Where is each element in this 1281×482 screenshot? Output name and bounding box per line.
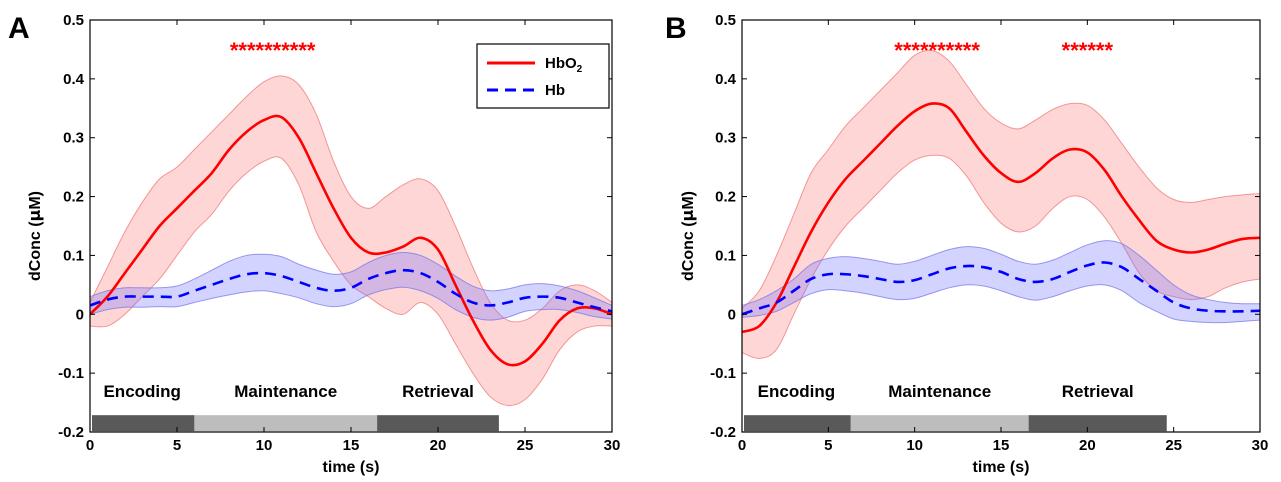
x-tick-label: 0 <box>738 437 746 454</box>
y-tick-label: 0.5 <box>715 12 736 29</box>
phase-bar-retrieval <box>1028 415 1167 432</box>
y-tick-label: -0.1 <box>58 365 84 382</box>
phase-label-retrieval: Retrieval <box>402 382 474 401</box>
y-tick-label: 0.2 <box>715 189 736 206</box>
x-tick-label: 15 <box>993 437 1010 454</box>
legend-label: Hb <box>545 82 565 99</box>
legend-box <box>476 43 610 109</box>
y-tick-label: -0.2 <box>58 424 84 441</box>
y-tick-label: 0.3 <box>63 130 84 147</box>
hbo2-band-lower-edge <box>742 154 1260 359</box>
phase-label-encoding: Encoding <box>103 382 180 401</box>
x-tick-label: 20 <box>1079 437 1096 454</box>
hbo2-mean-line <box>742 102 1260 334</box>
y-tick-label: 0.3 <box>715 130 736 147</box>
y-axis-label: dConc (μM) <box>25 191 44 281</box>
legend-label-text: HbO <box>545 55 577 72</box>
y-axis-label-suffix: M) <box>27 191 44 210</box>
x-tick-label: 0 <box>86 437 94 454</box>
hb-mean-line <box>90 268 612 313</box>
hb-mean-line <box>742 261 1260 316</box>
x-tick-label: 15 <box>343 437 360 454</box>
panel-letter: B <box>665 12 687 45</box>
x-tick-label: 20 <box>430 437 447 454</box>
hbo2-band-lower-edge <box>90 156 612 407</box>
y-tick-label: 0.2 <box>63 189 84 206</box>
hb-band-upper-edge <box>742 240 1260 306</box>
legend-label: HbO2 <box>545 55 583 75</box>
y-axis-label-mu: μ <box>678 209 697 221</box>
x-tick-label: 10 <box>906 437 923 454</box>
phase-bar-encoding <box>744 415 851 432</box>
y-tick-label: 0.4 <box>63 71 85 88</box>
hbo2-confidence-band <box>742 50 1260 359</box>
x-tick-label: 5 <box>173 437 181 454</box>
y-tick-label: 0 <box>728 306 736 323</box>
y-axis-label-mu: μ <box>25 209 44 221</box>
panel-a: A Encoding Maintenance Retrieval ********** 0… <box>8 12 620 476</box>
hb-band-lower-edge <box>90 286 612 321</box>
y-tick-label: 0.1 <box>63 247 84 264</box>
x-tick-label: 10 <box>256 437 273 454</box>
y-tick-label: 0.5 <box>63 12 84 29</box>
hbo2-confidence-band <box>90 75 612 406</box>
panel-letter: A <box>8 12 30 45</box>
phase-label-retrieval: Retrieval <box>1062 382 1134 401</box>
hb-band-upper-edge <box>90 251 612 306</box>
y-tick-label: 0 <box>76 306 84 323</box>
hb-confidence-band <box>742 240 1260 323</box>
hbo2-band-upper-edge <box>742 49 1260 309</box>
phase-label-encoding: Encoding <box>758 382 835 401</box>
hb-confidence-band <box>90 252 612 321</box>
y-axis-label: dConc (μM) <box>678 191 697 281</box>
x-tick-label: 25 <box>517 437 534 454</box>
phase-label-maintenance: Maintenance <box>234 382 337 401</box>
phase-bar-maintenance <box>850 415 1029 432</box>
y-tick-label: -0.1 <box>710 365 736 382</box>
y-tick-label: -0.2 <box>710 424 736 441</box>
x-tick-label: 30 <box>604 437 621 454</box>
significance-stars: ****** <box>1062 38 1114 63</box>
legend: HbO2 Hb <box>476 43 610 109</box>
y-tick-label: 0.4 <box>715 71 737 88</box>
phase-bar-retrieval <box>377 415 499 432</box>
x-tick-label: 5 <box>824 437 832 454</box>
significance-stars: ********** <box>230 38 316 63</box>
phase-bar-encoding <box>92 415 195 432</box>
legend-label-text: Hb <box>545 82 565 99</box>
hb-band-lower-edge <box>742 284 1260 324</box>
hbo2-band-upper-edge <box>90 75 612 323</box>
phase-bar-maintenance <box>194 415 378 432</box>
y-axis-label-suffix: M) <box>680 191 697 210</box>
phase-label-maintenance: Maintenance <box>888 382 991 401</box>
plot-area <box>90 75 612 407</box>
y-axis-label-prefix: dConc ( <box>680 221 697 281</box>
significance-stars: ********** <box>894 38 980 63</box>
legend-label-subscript: 2 <box>577 64 583 75</box>
x-tick-label: 25 <box>1165 437 1182 454</box>
y-tick-label: 0.1 <box>715 247 736 264</box>
x-axis-label: time (s) <box>323 459 380 476</box>
x-axis-label: time (s) <box>973 459 1030 476</box>
hbo2-mean-line <box>90 114 612 367</box>
y-axis-label-prefix: dConc ( <box>27 221 44 281</box>
plot-area <box>742 49 1260 359</box>
x-tick-label: 30 <box>1252 437 1269 454</box>
